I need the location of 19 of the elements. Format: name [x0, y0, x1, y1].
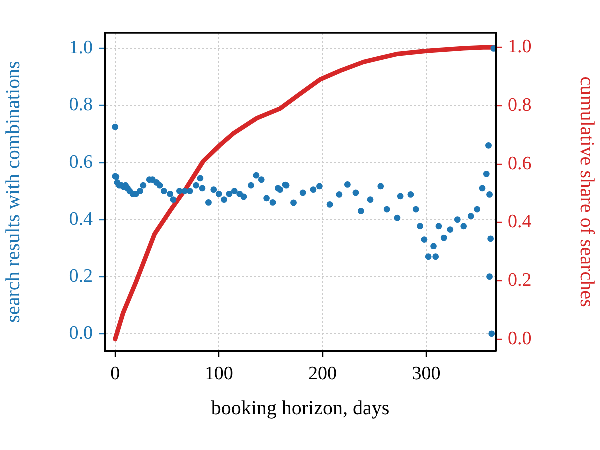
x-axis-title: booking horizon, days [211, 397, 390, 420]
x-tick-label: 200 [308, 363, 338, 384]
y2-tick-label: 0.0 [508, 328, 532, 350]
y2-tick-label: 0.4 [508, 212, 532, 233]
y-tick-label: 0.6 [69, 152, 93, 173]
y-tick-label: 0.0 [69, 322, 93, 344]
y-axis-title: search results with combinations [2, 60, 24, 323]
x-tick-label: 100 [204, 363, 234, 384]
y2-axis-title: cumulative share of searches [576, 76, 598, 308]
y2-tick-label: 0.6 [508, 153, 532, 174]
x-tick-label: 0 [110, 363, 120, 384]
y-tick-label: 0.4 [69, 208, 94, 230]
y-tick-label: 0.2 [69, 266, 93, 287]
x-tick-label: 300 [412, 363, 441, 384]
y-tick-label: 0.8 [69, 94, 93, 116]
y-tick-label: 1.0 [69, 38, 93, 59]
y2-tick-label: 0.2 [508, 270, 532, 291]
y2-tick-label: 0.8 [508, 94, 532, 116]
y2-tick-label: 1.0 [508, 36, 532, 58]
